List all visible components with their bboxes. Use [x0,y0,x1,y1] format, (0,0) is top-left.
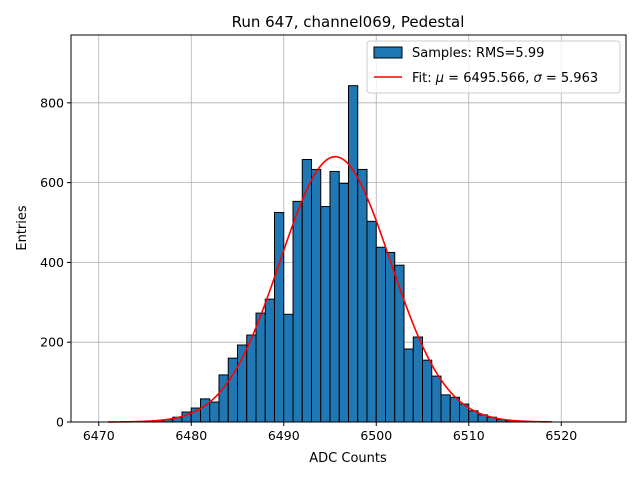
y-tick-label: 400 [40,255,64,270]
histogram-bars [153,85,525,423]
x-tick-label: 6510 [453,428,485,443]
gaussian-fit-curve [107,155,553,423]
histogram-bar [440,394,451,423]
plot-frame [70,34,627,423]
y-tick-label: 200 [40,335,64,350]
histogram-bar [283,313,294,423]
x-tick-label: 6500 [360,428,392,443]
legend: Samples: RMS=5.99 Fit: μ = 6495.566, σ =… [366,40,621,94]
histogram-bar [246,334,257,423]
chart-title: Run 647, channel069, Pedestal [232,13,465,31]
legend-frame [366,40,621,94]
histogram-bar [385,251,396,423]
x-tick-label: 6470 [83,428,115,443]
histogram-bar [348,85,359,423]
y-tick-label: 0 [56,415,64,430]
histogram-bar [329,170,340,423]
histogram-bar [431,375,442,423]
y-axis-ticks: 0 200 400 600 800 [40,95,71,430]
y-axis-label: Entries [15,205,30,251]
x-axis-ticks: 6470 6480 6490 6500 6510 6520 [83,422,577,443]
legend-swatch-samples [373,46,403,59]
legend-label-samples: Samples: RMS=5.99 [412,46,544,61]
histogram-bar [422,359,433,423]
histogram-bar [375,246,386,423]
x-tick-label: 6520 [545,428,577,443]
y-tick-label: 600 [40,175,64,190]
x-axis-label: ADC Counts [309,451,387,466]
y-tick-label: 800 [40,95,64,110]
histogram-bar [209,401,220,423]
histogram-bar [274,212,285,423]
histogram-bar [218,374,229,423]
histogram-bar [264,298,275,423]
histogram-bar [255,312,266,423]
histogram-bar [366,220,377,423]
histogram-bar [357,168,368,423]
histogram-bar [320,206,331,423]
histogram-bar [403,348,414,423]
x-tick-label: 6490 [268,428,300,443]
histogram-bar [449,396,460,423]
histogram-bar [412,336,423,423]
histogram-bar [292,200,303,423]
x-tick-label: 6480 [175,428,207,443]
histogram-bar [311,168,322,423]
histogram-bar [338,182,349,423]
legend-label-fit: Fit: μ = 6495.566, σ = 5.963 [412,71,598,86]
